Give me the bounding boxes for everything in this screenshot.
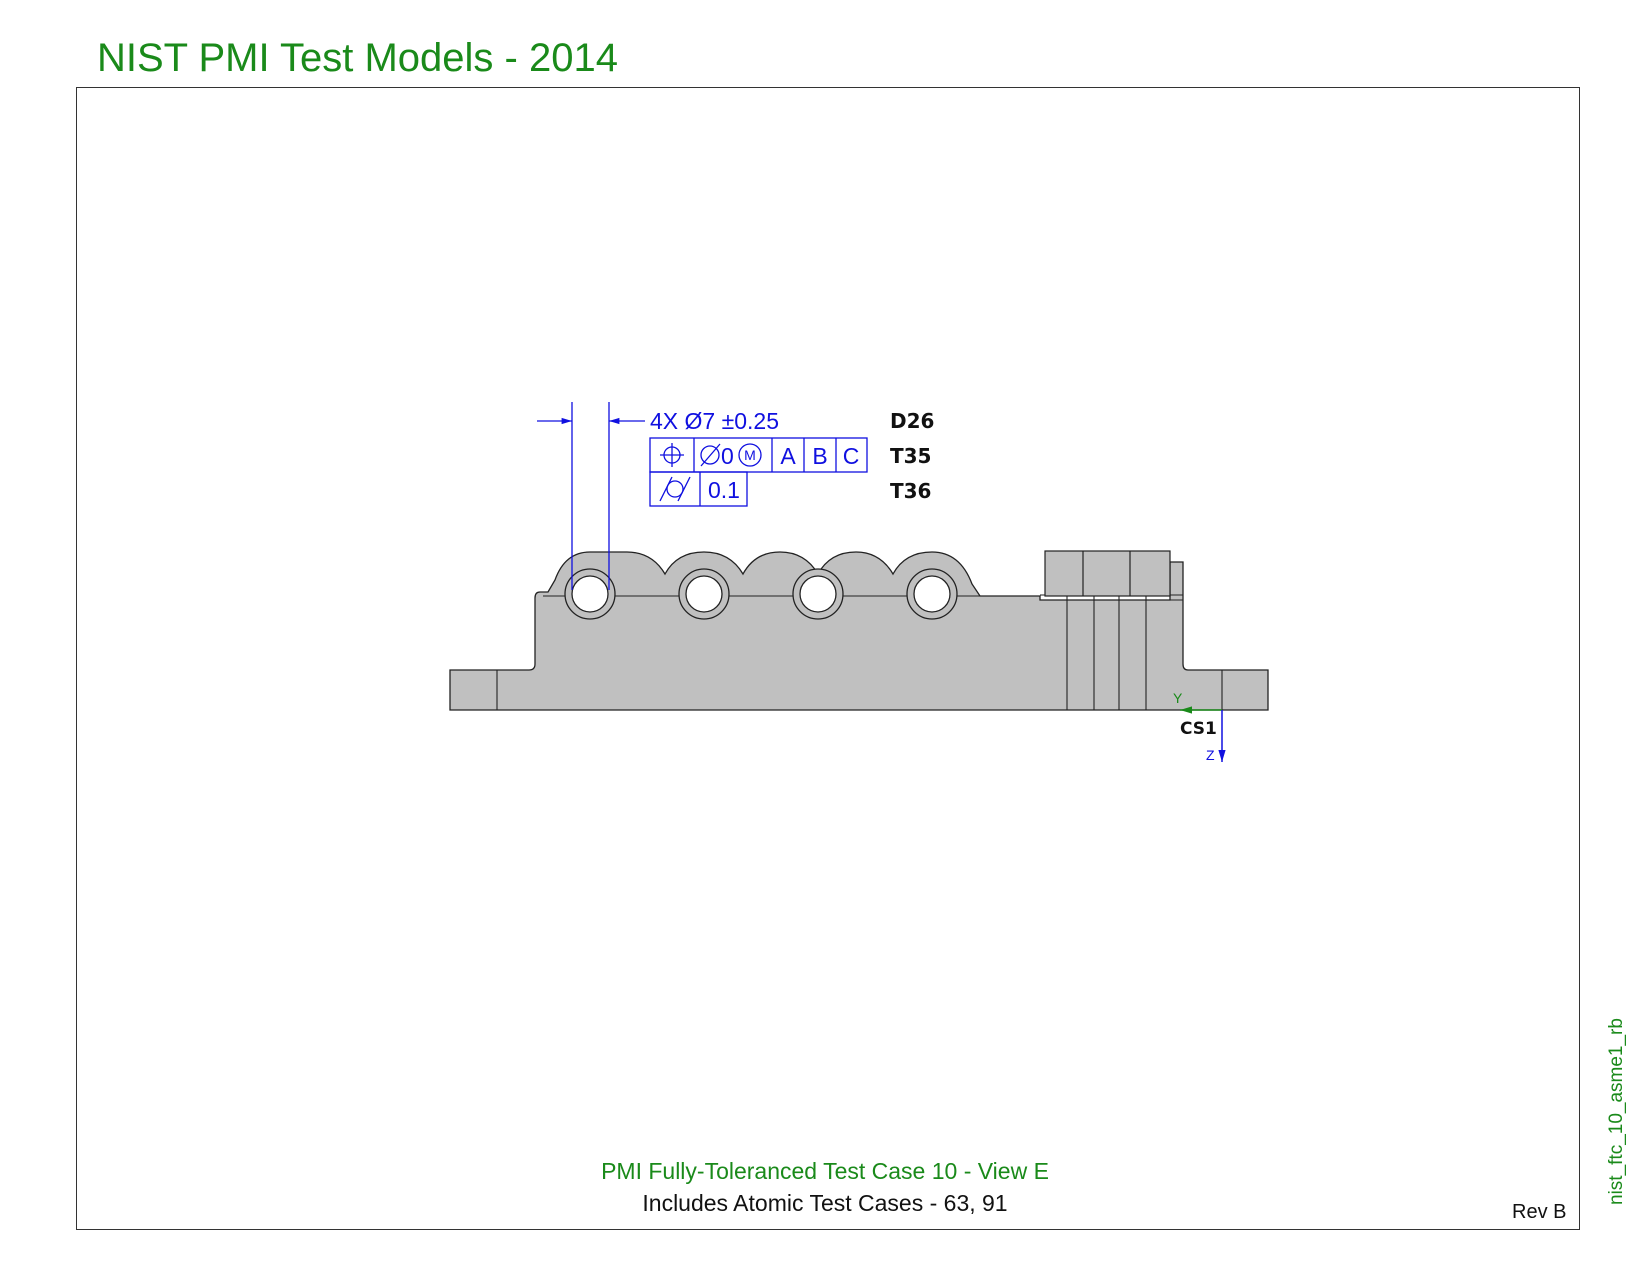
hole-2 bbox=[678, 568, 730, 620]
coordinate-system: Y CS1 Z bbox=[1173, 690, 1226, 763]
position-icon bbox=[660, 443, 684, 467]
position-tolerance-value: 0 bbox=[721, 443, 734, 469]
cs-z-axis-label: Z bbox=[1206, 747, 1215, 763]
cylindricity-tolerance-value: 0.1 bbox=[708, 477, 740, 503]
diameter-dimension: 4X Ø7 ±0.25 bbox=[650, 408, 779, 434]
annotation-id-t35: T35 bbox=[890, 444, 931, 468]
atomic-cases-caption: Includes Atomic Test Cases - 63, 91 bbox=[642, 1190, 1008, 1216]
drawing-border bbox=[76, 87, 1580, 1230]
annotation-id-d26: D26 bbox=[890, 409, 934, 433]
page-title: NIST PMI Test Models - 2014 bbox=[97, 36, 618, 80]
annotation-id-t36: T36 bbox=[890, 479, 931, 503]
top-block bbox=[1044, 550, 1171, 597]
hole-4 bbox=[906, 568, 958, 620]
cylindricity-icon bbox=[659, 476, 691, 502]
fcf-position: 0 M A B C bbox=[649, 437, 868, 473]
cs-y-axis-label: Y bbox=[1173, 690, 1183, 706]
diameter-icon bbox=[700, 443, 721, 467]
cs-name: CS1 bbox=[1180, 719, 1217, 739]
mmc-modifier-icon: M bbox=[738, 443, 762, 467]
datum-a: A bbox=[780, 443, 796, 469]
revision-label: Rev B bbox=[1512, 1201, 1567, 1223]
holes bbox=[564, 568, 958, 620]
hole-1 bbox=[564, 568, 616, 620]
svg-text:M: M bbox=[744, 447, 756, 463]
part-body bbox=[449, 551, 1269, 711]
dimension-lines bbox=[537, 402, 645, 590]
datum-c: C bbox=[843, 443, 860, 469]
datum-b: B bbox=[812, 443, 827, 469]
hole-3 bbox=[792, 568, 844, 620]
fcf-cylindricity: 0.1 bbox=[649, 471, 748, 507]
view-caption: PMI Fully-Toleranced Test Case 10 - View… bbox=[601, 1158, 1049, 1184]
